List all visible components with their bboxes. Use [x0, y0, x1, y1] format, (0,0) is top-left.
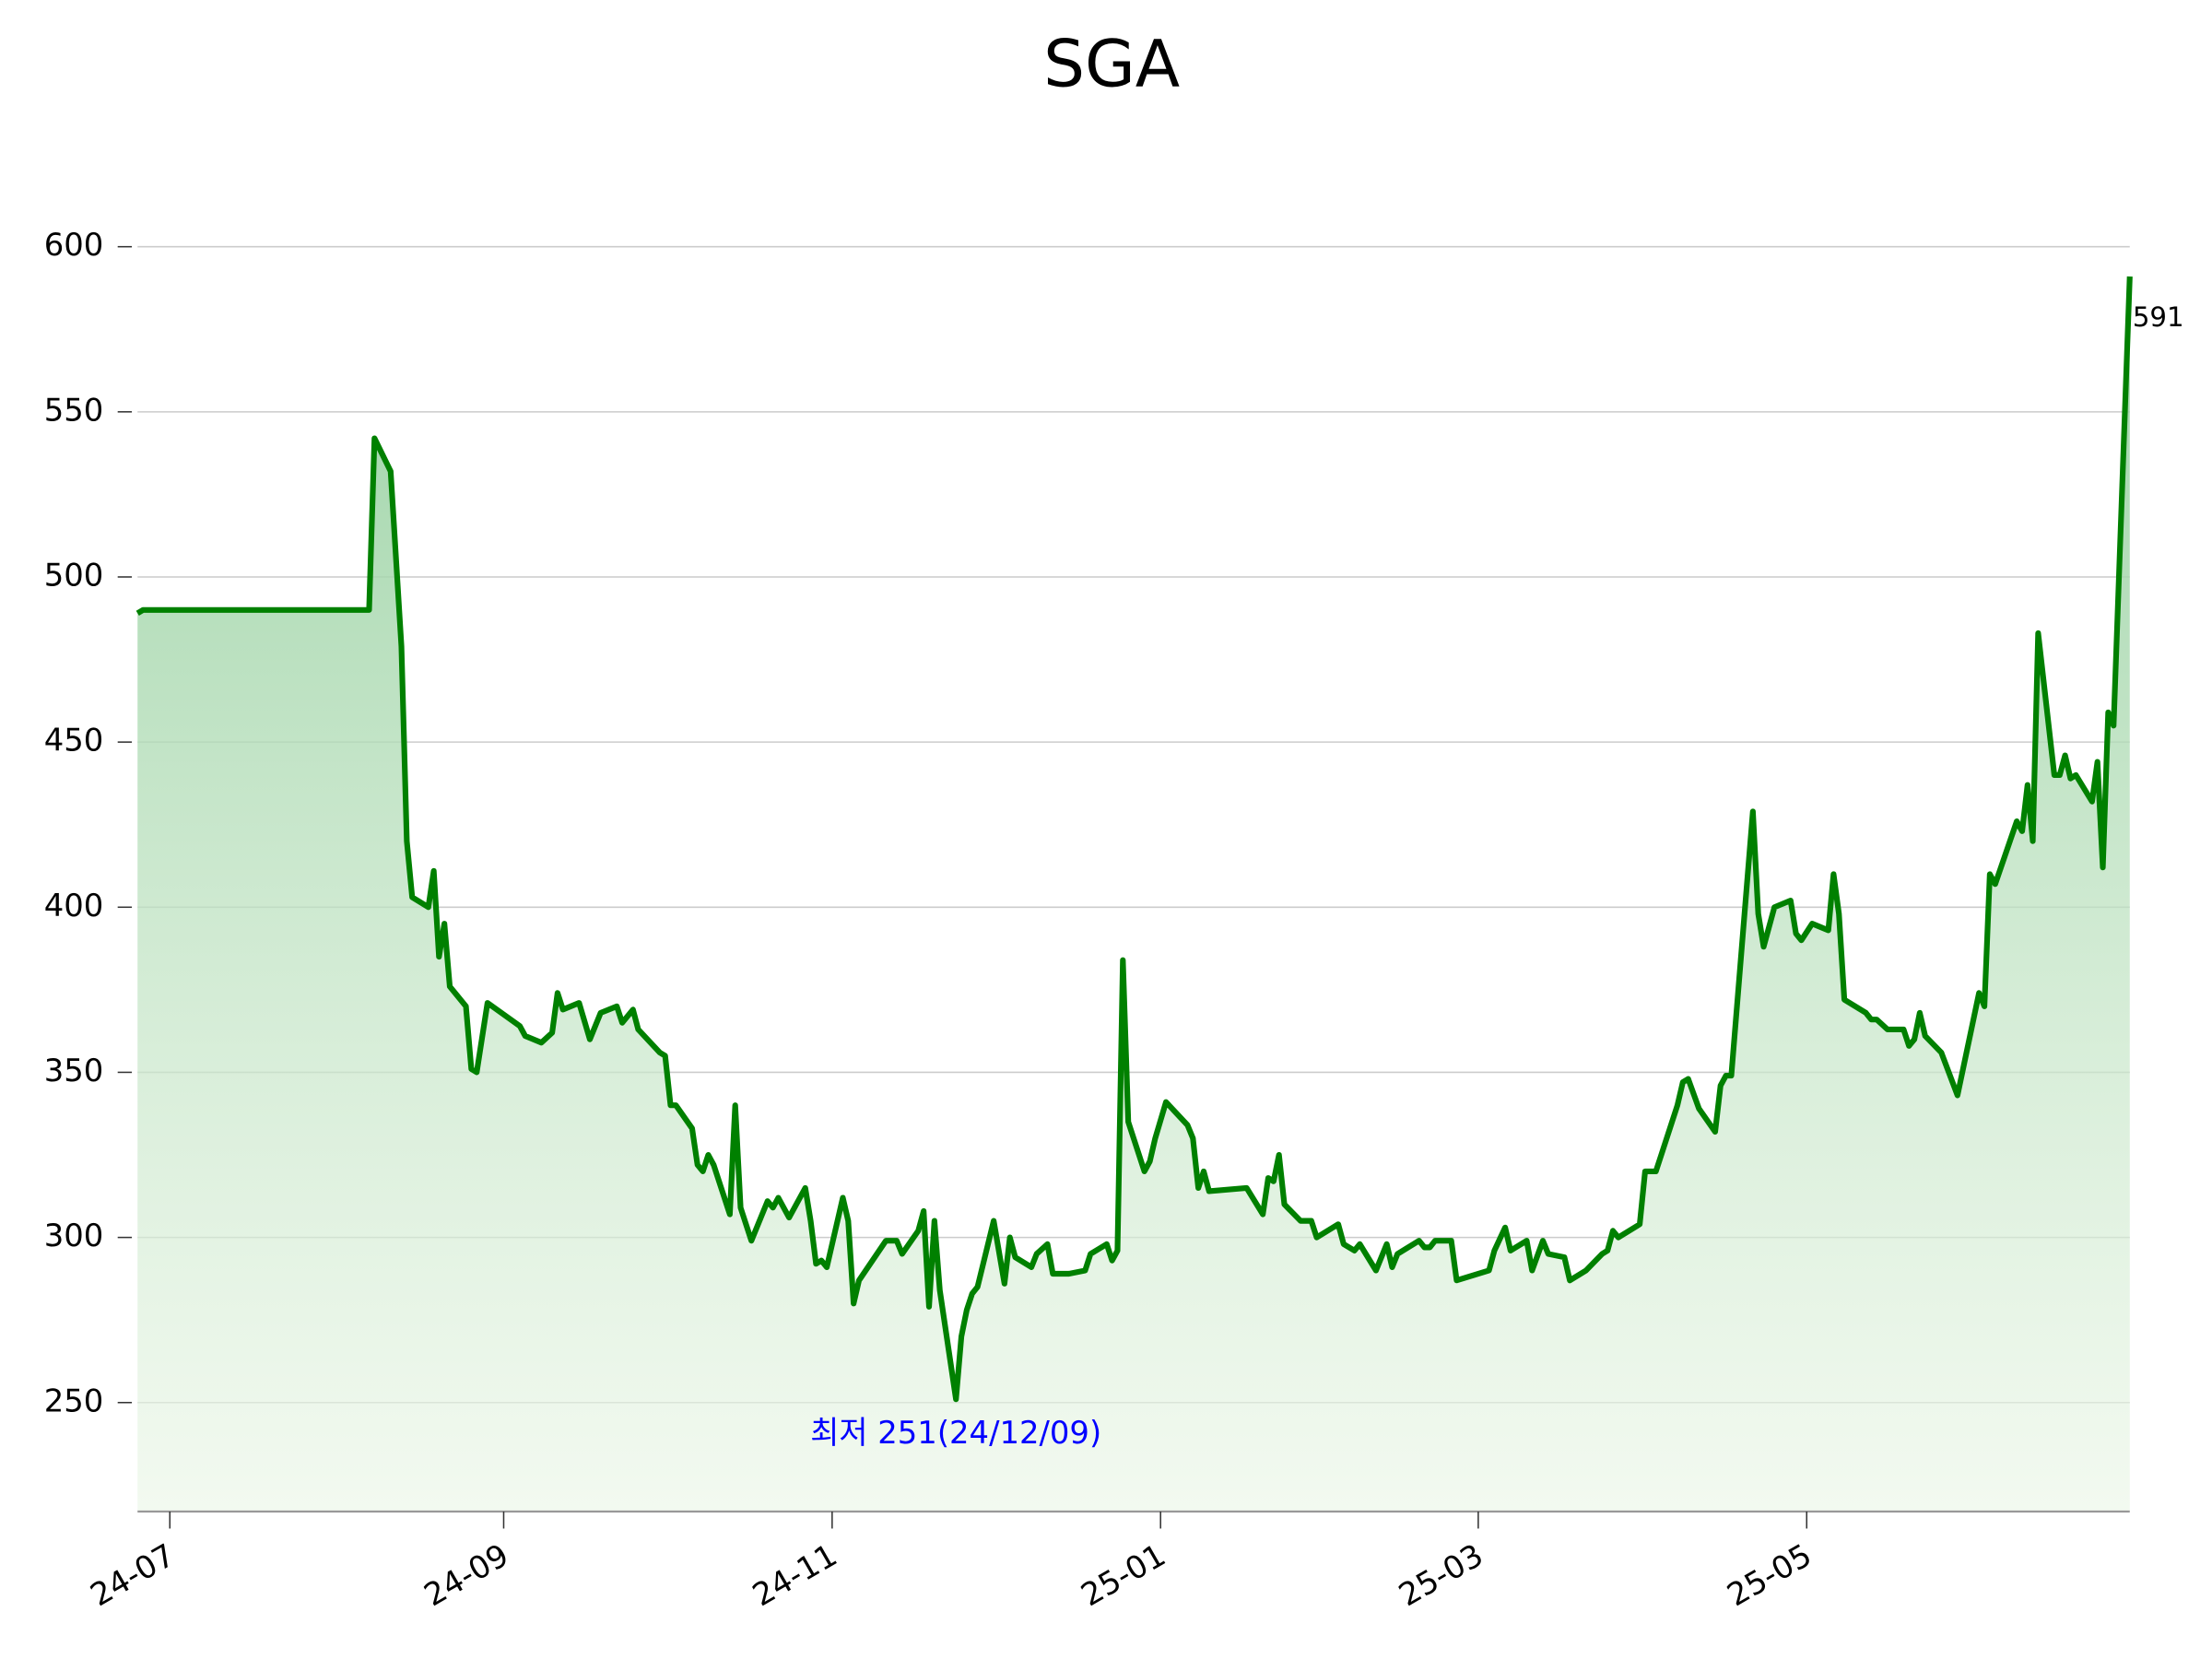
y-tick-label: 300 [44, 1218, 104, 1253]
chart-title: SGA [1043, 25, 1180, 101]
x-tick-label: 24-11 [747, 1537, 843, 1614]
y-tick-label: 350 [44, 1053, 104, 1088]
y-tick-label: 600 [44, 227, 104, 263]
x-tick-label: 25-05 [1721, 1537, 1818, 1614]
x-tick-label: 24-09 [418, 1537, 515, 1614]
y-tick-label: 500 [44, 557, 104, 593]
y-tick-label: 250 [44, 1382, 104, 1418]
price-line [135, 276, 2133, 1403]
last-value-label: 591 [2133, 301, 2184, 333]
min-annotation: 최저 251(24/12/09) [810, 1415, 1101, 1451]
y-tick-label: 400 [44, 888, 104, 924]
x-tick-label: 25-03 [1393, 1537, 1489, 1614]
x-tick-label: 24-07 [84, 1537, 181, 1614]
y-tick-label: 450 [44, 723, 104, 759]
area-fill [137, 276, 2130, 1512]
y-tick-label: 550 [44, 392, 104, 428]
x-tick-label: 25-01 [1075, 1537, 1171, 1614]
